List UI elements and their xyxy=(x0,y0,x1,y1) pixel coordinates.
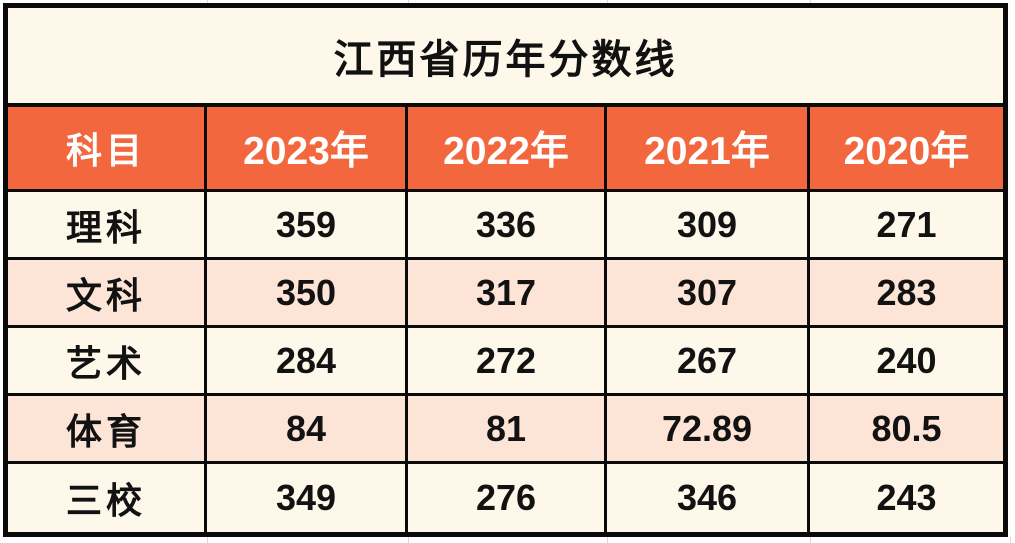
value-cell: 81 xyxy=(408,396,607,464)
value-cell: 283 xyxy=(810,260,1003,328)
gridline xyxy=(607,0,608,3)
gridline xyxy=(810,537,811,543)
value-cell: 267 xyxy=(607,328,810,396)
value-cell: 276 xyxy=(408,464,607,532)
value-cell: 243 xyxy=(810,464,1003,532)
table-row: 文科 350 317 307 283 xyxy=(8,260,1003,328)
table-title: 江西省历年分数线 xyxy=(8,8,1003,107)
subject-cell: 三校 xyxy=(8,464,207,532)
header-cell-year: 2023年 xyxy=(207,107,408,192)
value-cell: 350 xyxy=(207,260,408,328)
gridline xyxy=(408,537,409,543)
value-cell: 72.89 xyxy=(607,396,810,464)
value-cell: 272 xyxy=(408,328,607,396)
gridline xyxy=(607,537,608,543)
table-row: 理科 359 336 309 271 xyxy=(8,192,1003,260)
subject-cell: 艺术 xyxy=(8,328,207,396)
table-row: 三校 349 276 346 243 xyxy=(8,464,1003,532)
table-row: 体育 84 81 72.89 80.5 xyxy=(8,396,1003,464)
gridline xyxy=(207,537,208,543)
subject-cell: 文科 xyxy=(8,260,207,328)
value-cell: 240 xyxy=(810,328,1003,396)
value-cell: 80.5 xyxy=(810,396,1003,464)
table-header-row: 科目 2023年 2022年 2021年 2020年 xyxy=(8,107,1003,192)
value-cell: 349 xyxy=(207,464,408,532)
table-row: 艺术 284 272 267 240 xyxy=(8,328,1003,396)
header-cell-year: 2022年 xyxy=(408,107,607,192)
gridline xyxy=(207,0,208,3)
value-cell: 84 xyxy=(207,396,408,464)
value-cell: 307 xyxy=(607,260,810,328)
value-cell: 284 xyxy=(207,328,408,396)
header-cell-year: 2021年 xyxy=(607,107,810,192)
table-title-row: 江西省历年分数线 xyxy=(8,8,1003,107)
subject-cell: 体育 xyxy=(8,396,207,464)
value-cell: 317 xyxy=(408,260,607,328)
value-cell: 346 xyxy=(607,464,810,532)
score-table: 江西省历年分数线 科目 2023年 2022年 2021年 2020年 理科 359 336… xyxy=(3,3,1008,537)
value-cell: 271 xyxy=(810,192,1003,260)
header-cell-year: 2020年 xyxy=(810,107,1003,192)
value-cell: 336 xyxy=(408,192,607,260)
gridline xyxy=(408,0,409,3)
gridline xyxy=(810,0,811,3)
value-cell: 359 xyxy=(207,192,408,260)
value-cell: 309 xyxy=(607,192,810,260)
gridline xyxy=(1010,537,1011,543)
header-cell-subject: 科目 xyxy=(8,107,207,192)
subject-cell: 理科 xyxy=(8,192,207,260)
table-body: 理科 359 336 309 271 文科 350 317 307 283 艺术 284 272 267 2… xyxy=(8,192,1003,532)
